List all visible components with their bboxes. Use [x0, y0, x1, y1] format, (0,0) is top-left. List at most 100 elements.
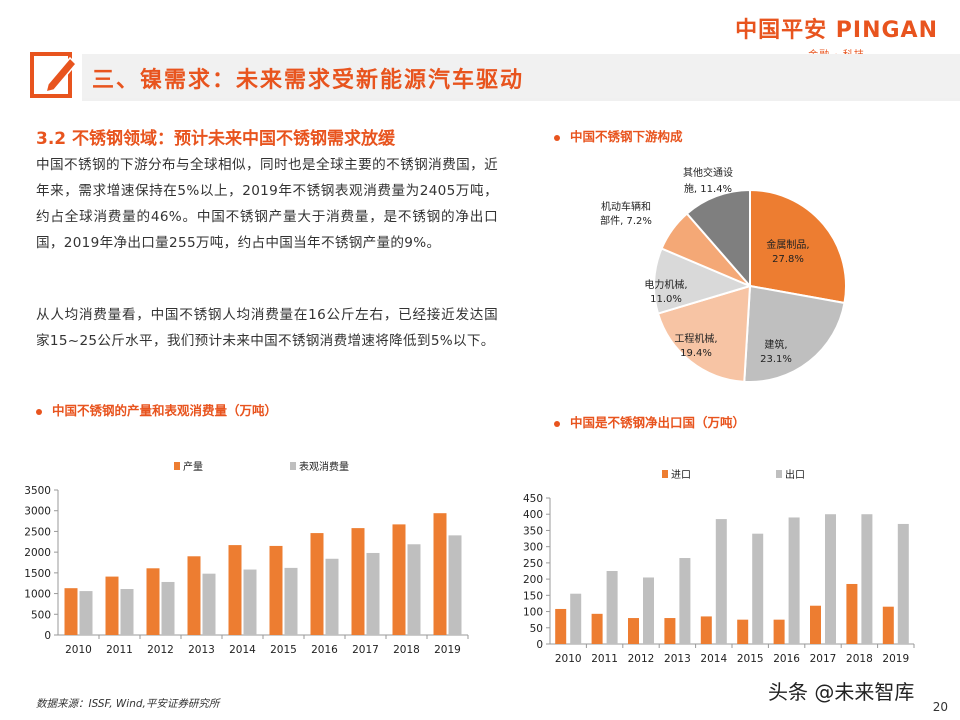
pie-label: 金属制品, 27.8% [766, 238, 809, 265]
section-title: 3.2 不锈钢领域：预计未来中国不锈钢需求放缓 [36, 129, 396, 149]
y-tick-label: 450 [523, 493, 543, 505]
title-bar [82, 54, 960, 101]
x-tick-label: 2011 [106, 644, 133, 656]
bullet-icon [36, 408, 42, 415]
x-tick-label: 2015 [737, 653, 764, 665]
pie-label: 机动车辆和部件, 7.2% [600, 200, 652, 227]
y-tick-label: 250 [523, 558, 543, 570]
page-title: 三、镍需求：未来需求受新能源汽车驱动 [92, 68, 525, 93]
bar-表观消费量 [243, 569, 257, 635]
pie-slice [653, 247, 753, 315]
y-tick-label: 200 [523, 574, 543, 586]
bar-产量 [228, 545, 242, 635]
bar-出口 [861, 514, 873, 644]
x-tick-label: 2017 [810, 653, 837, 665]
bar-出口 [788, 517, 800, 644]
bar-进口 [664, 618, 676, 644]
pie-slice [749, 188, 847, 305]
bar-进口 [773, 619, 785, 644]
x-tick-label: 2016 [773, 653, 800, 665]
y-tick-label: 100 [523, 607, 543, 619]
x-tick-label: 2014 [700, 653, 727, 665]
bullet-icon [554, 420, 560, 427]
bar-出口 [570, 593, 582, 644]
y-tick-label: 1500 [24, 568, 51, 580]
legend-swatch [290, 462, 296, 470]
legend-swatch [174, 462, 180, 470]
production-chart-title: 中国不锈钢的产量和表观消费量（万吨） [36, 402, 306, 419]
bar-产量 [310, 533, 324, 635]
bar-出口 [679, 558, 691, 644]
y-tick-label: 50 [530, 623, 543, 635]
bar-产量 [392, 524, 406, 635]
x-tick-label: 2013 [664, 653, 691, 665]
bar-出口 [715, 519, 727, 644]
bar-出口 [752, 533, 764, 644]
pie-slice [656, 284, 752, 383]
bar-进口 [700, 616, 712, 644]
x-tick-label: 2012 [628, 653, 655, 665]
x-tick-label: 2019 [882, 653, 909, 665]
paragraph-2: 从人均消费量看，中国不锈钢人均消费量在16公斤左右，已经接近发达国家15~25公… [36, 307, 498, 349]
bar-表观消费量 [284, 567, 298, 635]
pie-label: 建筑, 23.1% [760, 338, 792, 365]
production-bar-chart: 0 500 1000 1500 2000 2500 3000 3500 2010 2011 2012… [24, 460, 469, 656]
data-source: 数据来源：ISSF, Wind,平安证券研究所 [36, 698, 220, 710]
y-tick-label: 2000 [24, 547, 51, 559]
bar-表观消费量 [407, 544, 421, 635]
pencil-box-icon [30, 52, 78, 98]
bar-进口 [628, 618, 639, 644]
legend-swatch [662, 470, 668, 478]
bar-进口 [882, 606, 894, 644]
bar-产量 [433, 513, 447, 635]
bar-进口 [737, 619, 749, 644]
x-tick-label: 2015 [270, 644, 297, 656]
y-tick-label: 0 [44, 630, 51, 642]
bar-表观消费量 [79, 591, 93, 635]
export-bar-chart: 0 50 100 150 200 250 300 350 400 450 2010 2011 2012 2… [523, 468, 915, 665]
bar-表观消费量 [366, 552, 380, 635]
x-tick-label: 2012 [147, 644, 174, 656]
x-tick-label: 2010 [65, 644, 92, 656]
y-tick-label: 500 [31, 609, 51, 621]
bar-出口 [643, 577, 654, 644]
x-tick-label: 2013 [188, 644, 215, 656]
bar-表观消费量 [448, 535, 462, 635]
legend-label: 出口 [785, 468, 805, 481]
bar-产量 [351, 528, 365, 635]
legend-swatch [776, 470, 782, 478]
brand-name: 中国平安 PINGAN [735, 18, 938, 43]
x-tick-label: 2011 [591, 653, 618, 665]
bar-产量 [187, 556, 201, 635]
x-tick-label: 2018 [393, 644, 420, 656]
bar-进口 [591, 613, 603, 644]
legend-label: 产量 [183, 460, 203, 473]
bar-产量 [269, 545, 283, 635]
bar-产量 [146, 568, 160, 635]
bar-表观消费量 [325, 558, 339, 635]
x-tick-label: 2010 [555, 653, 582, 665]
page-number: 20 [932, 700, 948, 714]
y-tick-label: 300 [523, 542, 543, 554]
bar-进口 [846, 583, 858, 644]
y-tick-label: 1000 [24, 589, 51, 601]
x-tick-label: 2016 [311, 644, 338, 656]
pie-chart-title: 中国不锈钢下游构成 [554, 126, 683, 145]
bullet-icon [554, 134, 560, 141]
y-tick-label: 350 [523, 525, 543, 537]
x-tick-label: 2014 [229, 644, 256, 656]
pie-slice [685, 188, 751, 289]
paragraph-1: 中国不锈钢的下游分布与全球相似，同时也是全球主要的不锈钢消费国，近年来，需求增速… [36, 157, 498, 251]
x-tick-label: 2018 [846, 653, 873, 665]
bar-表观消费量 [120, 589, 134, 635]
legend-label: 进口 [671, 469, 691, 481]
pie-label: 电力机械, 11.0% [644, 278, 687, 305]
bar-表观消费量 [202, 573, 216, 635]
bar-出口 [825, 514, 836, 644]
y-tick-label: 3500 [24, 485, 51, 497]
pie-chart: 金属制品, 27.8% 建筑, 23.1% 工程机械, 19.4% 电力机械, 11.0% 机动… [600, 166, 847, 383]
pie-slice [743, 284, 846, 383]
export-chart-title: 中国是不锈钢净出口国（万吨） [554, 412, 745, 431]
y-tick-label: 2500 [24, 526, 51, 538]
x-tick-label: 2019 [434, 644, 461, 656]
